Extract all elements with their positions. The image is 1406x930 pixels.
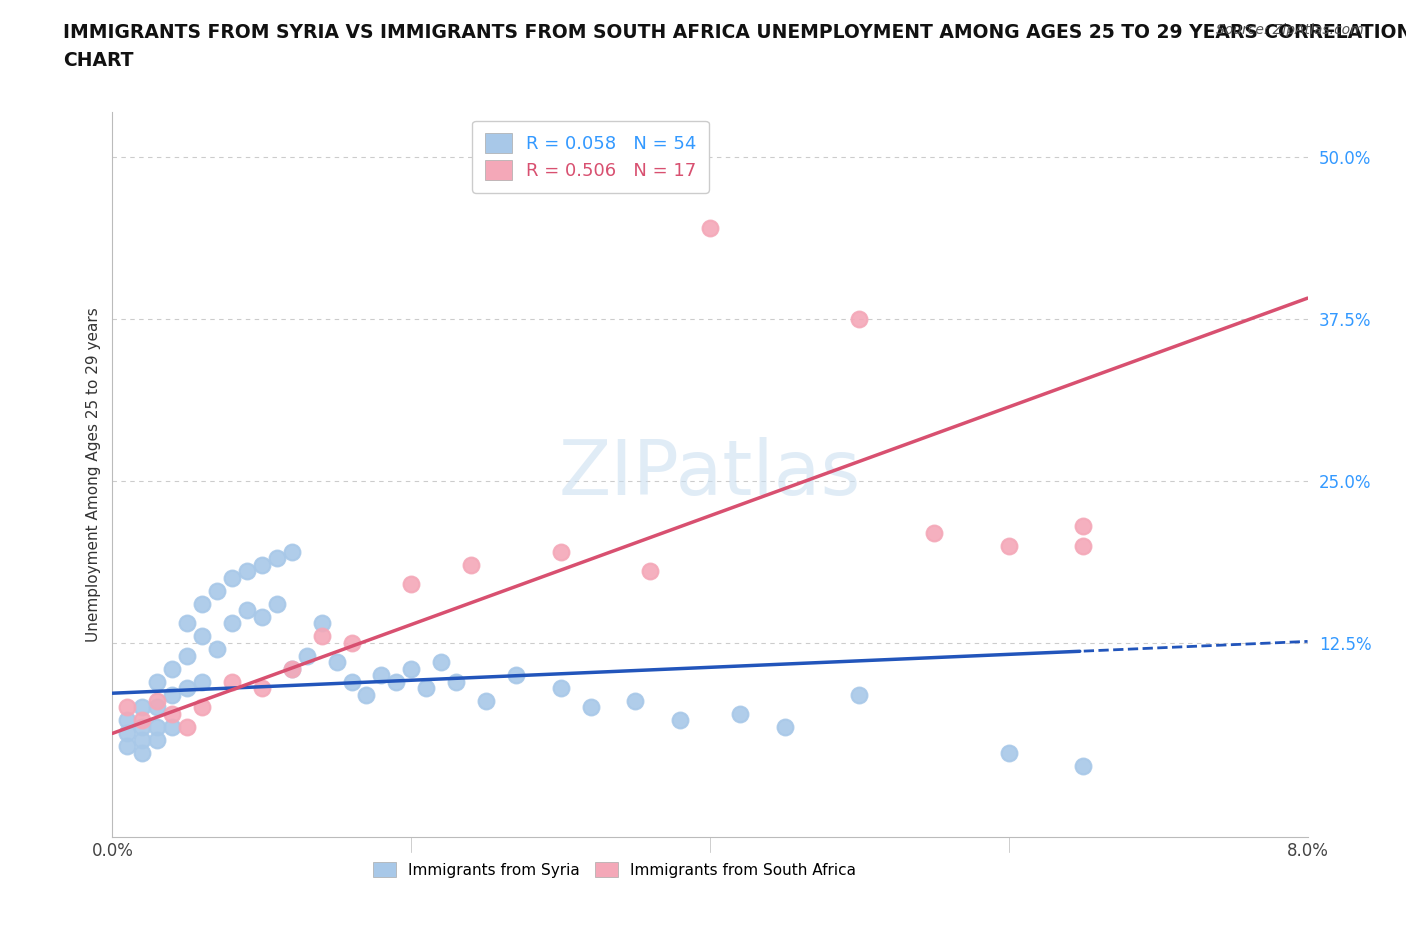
Point: [131, 713, 153, 728]
Point: [131, 720, 153, 735]
Point: [848, 312, 870, 326]
Point: [550, 681, 572, 696]
Point: [281, 661, 304, 676]
Point: [146, 720, 169, 735]
Point: [340, 674, 363, 689]
Point: [1073, 519, 1095, 534]
Point: [356, 687, 378, 702]
Text: Source: ZipAtlas.com: Source: ZipAtlas.com: [1216, 23, 1364, 37]
Point: [176, 648, 198, 663]
Point: [550, 545, 572, 560]
Point: [266, 596, 288, 611]
Point: [176, 681, 198, 696]
Text: ZIPatlas: ZIPatlas: [558, 437, 862, 512]
Point: [117, 726, 139, 741]
Y-axis label: Unemployment Among Ages 25 to 29 years: Unemployment Among Ages 25 to 29 years: [86, 307, 101, 642]
Point: [131, 700, 153, 715]
Point: [146, 733, 169, 748]
Point: [191, 629, 214, 644]
Point: [1073, 758, 1095, 773]
Point: [146, 694, 169, 709]
Point: [162, 661, 183, 676]
Point: [998, 538, 1021, 553]
Point: [505, 668, 527, 683]
Point: [250, 681, 273, 696]
Point: [460, 558, 482, 573]
Point: [728, 707, 751, 722]
Point: [624, 694, 647, 709]
Point: [640, 564, 662, 578]
Point: [444, 674, 467, 689]
Point: [205, 642, 228, 657]
Point: [281, 545, 304, 560]
Point: [191, 596, 214, 611]
Point: [1073, 538, 1095, 553]
Point: [669, 713, 692, 728]
Point: [162, 687, 183, 702]
Point: [266, 551, 288, 566]
Point: [162, 720, 183, 735]
Point: [221, 570, 243, 585]
Point: [848, 687, 870, 702]
Point: [401, 661, 423, 676]
Point: [176, 720, 198, 735]
Point: [250, 558, 273, 573]
Point: [311, 616, 333, 631]
Point: [146, 674, 169, 689]
Point: [579, 700, 602, 715]
Text: IMMIGRANTS FROM SYRIA VS IMMIGRANTS FROM SOUTH AFRICA UNEMPLOYMENT AMONG AGES 25: IMMIGRANTS FROM SYRIA VS IMMIGRANTS FROM…: [63, 23, 1406, 42]
Point: [117, 713, 139, 728]
Point: [699, 220, 721, 235]
Point: [295, 648, 318, 663]
Point: [430, 655, 453, 670]
Point: [131, 745, 153, 760]
Point: [415, 681, 437, 696]
Point: [250, 609, 273, 624]
Point: [340, 635, 363, 650]
Point: [325, 655, 347, 670]
Point: [401, 577, 423, 591]
Point: [146, 700, 169, 715]
Point: [221, 616, 243, 631]
Point: [370, 668, 392, 683]
Point: [475, 694, 498, 709]
Legend: Immigrants from Syria, Immigrants from South Africa: Immigrants from Syria, Immigrants from S…: [367, 856, 862, 884]
Text: CHART: CHART: [63, 51, 134, 70]
Point: [998, 745, 1021, 760]
Point: [385, 674, 408, 689]
Point: [281, 661, 304, 676]
Point: [236, 603, 259, 618]
Point: [117, 700, 139, 715]
Point: [773, 720, 796, 735]
Point: [311, 629, 333, 644]
Point: [205, 583, 228, 598]
Point: [922, 525, 945, 540]
Point: [236, 564, 259, 578]
Point: [176, 616, 198, 631]
Point: [191, 674, 214, 689]
Point: [191, 700, 214, 715]
Point: [117, 738, 139, 753]
Point: [131, 733, 153, 748]
Point: [162, 707, 183, 722]
Point: [221, 674, 243, 689]
